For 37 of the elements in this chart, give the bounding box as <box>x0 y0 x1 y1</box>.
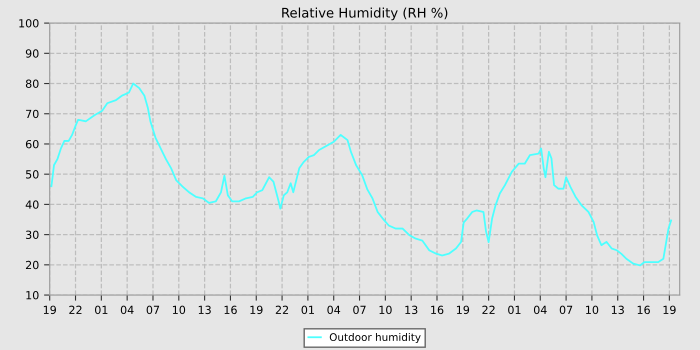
chart-title: Relative Humidity (RH %) <box>282 8 448 20</box>
x-tick-label: 16 <box>431 306 444 314</box>
x-tick-label: 22 <box>276 306 288 314</box>
x-tick-label: 19 <box>44 306 56 314</box>
x-tick-label: 13 <box>405 306 418 314</box>
x-tick-label: 16 <box>224 306 237 314</box>
x-tick-label: 04 <box>534 306 547 314</box>
x-tick-label: 19 <box>456 306 470 314</box>
x-tick-label: 10 <box>380 306 392 314</box>
x-tick-label: 16 <box>638 306 650 314</box>
y-tick-label: 70 <box>26 110 39 118</box>
x-tick-label: 01 <box>302 306 314 314</box>
legend-label: Outdoor humidity <box>330 332 421 344</box>
x-tick-label: 10 <box>586 306 598 314</box>
x-tick-label: 04 <box>120 306 134 314</box>
y-tick-label: 100 <box>19 19 39 28</box>
x-tick-label: 10 <box>172 306 186 314</box>
x-tick-label: 01 <box>95 306 108 314</box>
x-tick-label: 22 <box>69 306 82 314</box>
y-tick-label: 90 <box>26 49 39 58</box>
x-tick-label: 19 <box>664 306 676 314</box>
y-tick-label: 30 <box>26 230 39 239</box>
y-tick-label: 60 <box>26 140 39 148</box>
y-tick-label: 10 <box>26 291 39 300</box>
x-tick-label: 04 <box>327 306 340 314</box>
y-tick-label: 80 <box>26 80 39 88</box>
x-tick-label: 07 <box>146 306 160 314</box>
x-tick-label: 07 <box>353 306 366 314</box>
y-tick-label: 50 <box>26 170 39 179</box>
x-tick-label: 22 <box>482 306 495 314</box>
x-tick-label: 01 <box>508 306 520 314</box>
x-tick-label: 19 <box>250 306 263 314</box>
y-tick-label: 20 <box>26 260 39 270</box>
y-tick-label: 40 <box>26 200 39 209</box>
x-tick-label: 13 <box>612 306 624 314</box>
x-tick-label: 07 <box>560 306 572 314</box>
x-tick-label: 13 <box>198 306 211 314</box>
